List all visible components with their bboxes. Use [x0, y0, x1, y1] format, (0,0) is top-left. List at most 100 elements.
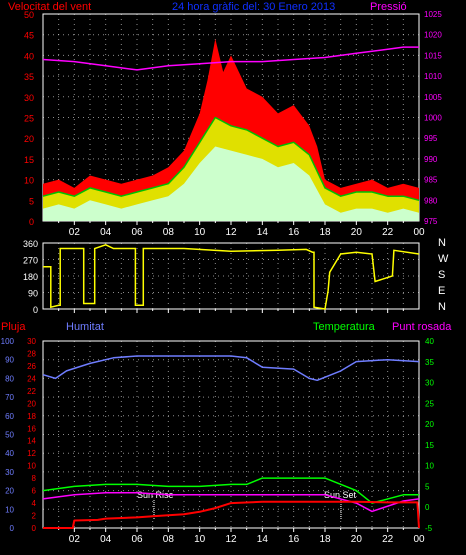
pressure-tick-label: 1015	[424, 51, 442, 60]
pressure-line	[42, 46, 419, 71]
wind-speed-tick-label: 5	[29, 196, 34, 206]
pressure-tick-label: 1010	[424, 72, 442, 81]
rain-tick-label: 0	[32, 524, 37, 533]
humidity-tick-label: 70	[5, 393, 14, 402]
climate-x-tick-label: 12	[225, 534, 237, 545]
wind-speed-tick-label: 20	[24, 134, 34, 144]
wind-x-tick-label: 14	[257, 227, 269, 238]
compass-label: W	[438, 253, 449, 265]
dewpoint-label: Punt rosada	[392, 321, 452, 333]
humidity-tick-label: 60	[5, 412, 14, 421]
rain-tick-label: 20	[27, 399, 36, 408]
wind-speed-tick-label: 10	[24, 176, 34, 186]
climate-x-tick-label: 02	[69, 534, 81, 545]
rain-tick-label: 12	[27, 449, 36, 458]
rain-tick-label: 4	[32, 499, 37, 508]
wind-speed-tick-label: 35	[24, 72, 34, 82]
temperature-tick-label: 25	[425, 399, 434, 408]
rain-tick-label: 26	[27, 362, 36, 371]
humidity-tick-label: 30	[5, 468, 14, 477]
pressure-tick-label: 980	[424, 196, 438, 205]
wind-x-tick-label: 08	[163, 227, 175, 238]
pressure-tick-label: 1020	[424, 31, 442, 40]
pressure-tick-label: 1005	[424, 93, 442, 102]
temperature-tick-label: 20	[425, 420, 434, 429]
wind-x-tick-label: 18	[319, 227, 331, 238]
humidity-tick-label: 80	[5, 374, 14, 383]
humidity-tick-label: 90	[5, 356, 14, 365]
rain-tick-label: 10	[27, 462, 36, 471]
compass-label: S	[438, 269, 445, 281]
climate-x-tick-label: 16	[288, 534, 300, 545]
climate-x-tick-label: 18	[319, 534, 331, 545]
direction-tick-label: 270	[23, 256, 38, 266]
wind-min-area	[43, 146, 419, 221]
temperature-tick-label: 10	[425, 462, 434, 471]
climate-x-tick-label: 00	[413, 534, 425, 545]
climate-x-tick-label: 10	[194, 534, 206, 545]
wind-average-line	[42, 116, 420, 202]
pressure-tick-label: 985	[424, 176, 438, 185]
temperature-line	[42, 477, 419, 504]
humidity-line	[42, 355, 420, 382]
pressure-tick-label: 1025	[424, 10, 442, 19]
rain-tick-label: 8	[32, 474, 37, 483]
humidity-tick-label: 50	[5, 431, 14, 440]
wind-speed-tick-label: 30	[24, 93, 34, 103]
rain-tick-label: 30	[27, 337, 36, 346]
wind-speed-tick-label: 40	[24, 51, 34, 61]
humidity-tick-label: 40	[5, 449, 14, 458]
rain-tick-label: 6	[32, 487, 37, 496]
chart-title: 24 hora gràfic del: 30 Enero 2013	[172, 1, 335, 13]
climate-panel-frame	[42, 340, 420, 529]
humidity-tick-label: 10	[5, 505, 14, 514]
compass-label: N	[438, 237, 446, 249]
direction-tick-label: 180	[23, 272, 38, 282]
rain-tick-label: 16	[27, 424, 36, 433]
temperature-tick-label: 30	[425, 379, 434, 388]
pressure-tick-label: 1000	[424, 114, 442, 123]
rain-tick-label: 2	[32, 512, 37, 521]
sunrise-annotation: Sun Rise	[137, 490, 174, 500]
wind-x-tick-label: 16	[288, 227, 300, 238]
wind-speed-tick-label: 0	[29, 217, 34, 227]
temperature-tick-label: 35	[425, 358, 434, 367]
wind-speed-tick-label: 15	[24, 155, 34, 165]
wind-direction-line	[43, 243, 420, 310]
rain-label: Pluja	[1, 321, 26, 333]
pressure-tick-label: 990	[424, 155, 438, 164]
rain-tick-label: 18	[27, 412, 36, 421]
temperature-tick-label: 0	[425, 503, 430, 512]
wind-x-tick-label: 12	[225, 227, 237, 238]
wind-x-tick-label: 00	[413, 227, 425, 238]
temperature-tick-label: 5	[425, 482, 430, 491]
climate-x-tick-label: 14	[257, 534, 269, 545]
rain-tick-label: 22	[27, 387, 36, 396]
wind-x-tick-label: 06	[131, 227, 143, 238]
wind-speed-tick-label: 50	[24, 10, 34, 20]
compass-label: N	[438, 301, 446, 313]
humidity-tick-label: 0	[10, 524, 15, 533]
dewpoint-line	[42, 491, 420, 513]
humidity-label: Humitat	[66, 321, 104, 333]
wind-speed-tick-label: 25	[24, 114, 34, 124]
rain-tick-label: 14	[27, 437, 36, 446]
rain-tick-label: 28	[27, 349, 36, 358]
temperature-tick-label: 40	[425, 337, 434, 346]
humidity-tick-label: 100	[1, 337, 15, 346]
compass-label: E	[438, 285, 445, 297]
temperature-label: Temperatura	[313, 321, 376, 333]
temperature-tick-label: 15	[425, 441, 434, 450]
rain-tick-label: 24	[27, 374, 36, 383]
wind-x-tick-label: 04	[100, 227, 112, 238]
wind-speed-tick-label: 45	[24, 31, 34, 41]
chart-tick-labels: 0510152025303540455097598098599099510001…	[1, 10, 449, 545]
climate-x-tick-label: 08	[163, 534, 175, 545]
wind-x-tick-label: 02	[69, 227, 81, 238]
pressure-label: Pressió	[370, 1, 407, 13]
direction-tick-label: 360	[23, 239, 38, 249]
humidity-tick-label: 20	[5, 487, 14, 496]
chart-series	[42, 38, 420, 529]
wind-x-tick-label: 20	[351, 227, 363, 238]
